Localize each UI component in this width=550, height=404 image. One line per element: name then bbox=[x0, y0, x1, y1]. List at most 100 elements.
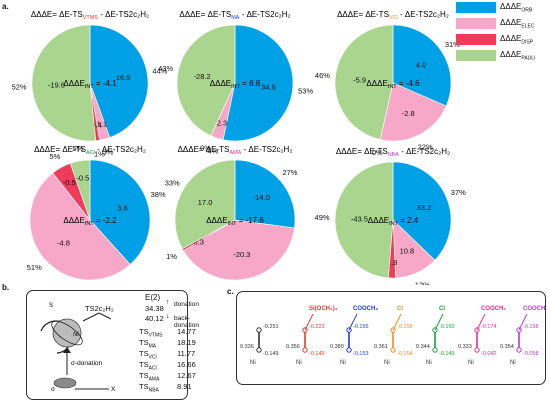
slice-value-label: 16.9 bbox=[116, 73, 131, 82]
slice-percent-label: 44% bbox=[152, 67, 167, 76]
slice-percent-label: 49% bbox=[315, 213, 330, 222]
slice-percent-label: 1% bbox=[166, 252, 177, 261]
ts-name-vtms: TS bbox=[139, 327, 149, 336]
slice-percent-label: 43% bbox=[158, 64, 173, 73]
slice-value-label: -0.3 bbox=[191, 237, 204, 246]
charge-structures: -0.251 0.336 -0.149 Ni Si(OCH₃)₃ -0.223 0.356 -… bbox=[240, 306, 548, 366]
legend-sub-elec: ELEC bbox=[521, 23, 535, 30]
legend-swatch-elec bbox=[456, 18, 496, 29]
charge-c2: -0.042 bbox=[481, 351, 497, 357]
ni-label: Ni bbox=[296, 360, 302, 366]
legend-sub-orb: ORB bbox=[521, 7, 533, 14]
slice-percent-label: 4% bbox=[207, 146, 218, 155]
charge-c2: -0.149 bbox=[439, 351, 455, 357]
pie-chart-ma: 34.8 53% 2.3 4%0% -28.2 43% ΔΔΔE= ΔE-TSMA - ΔE… bbox=[158, 10, 313, 155]
slice-value-label: 4.0 bbox=[416, 61, 426, 70]
carbon-atom-icon bbox=[516, 347, 522, 353]
charge-c2: -0.149 bbox=[263, 351, 279, 357]
legend-swatch-orb bbox=[456, 2, 496, 13]
pie-slice-orb bbox=[392, 24, 452, 107]
panel-b-box: S Ni σ-donation σ X E(2) TS2c₂H₂ 34.38 4… bbox=[26, 290, 199, 400]
slice-percent-label: 51% bbox=[27, 263, 42, 272]
sigma-label: σ bbox=[51, 386, 55, 393]
ts-sub-ama: AMA bbox=[148, 376, 160, 383]
back-donation-label: back-donation bbox=[174, 315, 199, 329]
panel-label-a: a. bbox=[2, 2, 9, 11]
carbon-atom-icon bbox=[432, 347, 438, 353]
substituent-label: COOCH₃ bbox=[481, 306, 506, 312]
slice-percent-label: 37% bbox=[451, 188, 466, 197]
charge-c2: -0.058 bbox=[523, 351, 539, 357]
slice-percent-label: 0% bbox=[200, 144, 211, 153]
slice-value-label: 33.2 bbox=[417, 203, 432, 212]
charge-c1: -0.251 bbox=[263, 324, 279, 330]
ts-row-ama: TSAMA 12.67 bbox=[139, 371, 196, 383]
slice-value-label: 3.6 bbox=[117, 203, 127, 212]
arrow-up-icon: ↑ bbox=[166, 299, 170, 306]
int-energy-label: ΔΔΔEINT = -2.2 bbox=[63, 216, 117, 227]
slice-percent-label: 1% bbox=[94, 149, 105, 158]
ni-label: Ni bbox=[73, 332, 79, 338]
carbon-atom-icon bbox=[474, 347, 480, 353]
substituent-label: Cl bbox=[439, 306, 445, 312]
ni-label: Ni bbox=[384, 360, 390, 366]
e2-header: E(2) bbox=[145, 293, 161, 302]
panel-label-c: c. bbox=[227, 287, 234, 296]
ts-name-nba: TS bbox=[139, 382, 149, 391]
substituent-bond bbox=[476, 313, 486, 331]
ts-row-acl: TSACl 16.66 bbox=[139, 360, 196, 372]
slice-value-label: 34.8 bbox=[261, 82, 276, 91]
legend-label-orb: ΔΔΔE bbox=[500, 2, 522, 11]
substituent-label: Cl bbox=[397, 306, 403, 312]
ts-name-acl: TS bbox=[139, 360, 149, 369]
ni-label: Ni bbox=[250, 360, 256, 366]
legend-sub-disp: DISP bbox=[521, 39, 534, 46]
pie-slice-pauli bbox=[334, 161, 394, 279]
legend-sub-pauli: PAULI bbox=[521, 55, 536, 62]
pie-title: ΔΔΔE= ΔE-TSAMA - ΔE-TS2c₂H₂ bbox=[178, 145, 293, 156]
carbon-atom-icon bbox=[390, 347, 396, 353]
pie-slice-orb bbox=[222, 24, 294, 142]
carbon-atom-icon bbox=[346, 347, 352, 353]
charge-c2: -0.154 bbox=[397, 351, 413, 357]
ni-label: Ni bbox=[426, 360, 432, 366]
molecule-1: -0.251 0.336 -0.149 Ni bbox=[240, 324, 279, 366]
slice-percent-label: 0% bbox=[372, 148, 383, 157]
slice-percent-label: 22% bbox=[418, 142, 433, 151]
pie-title: ΔΔΔE= ΔE-TSVTMS - ΔE-TS2c₂H₂ bbox=[31, 10, 149, 21]
pie-chart-ama: -14.027%-20.339%-0.31%17.033%ΔΔΔE= ΔE-TS… bbox=[165, 145, 298, 281]
panel-label-b: b. bbox=[2, 283, 10, 292]
energy-decomposition-pie-charts: 16.9 44% -1.1 3% -0.4 1% -19.6 52% ΔΔΔE= ΔE-TSVT… bbox=[12, 10, 467, 285]
sigma-orbital-icon bbox=[53, 377, 77, 389]
ts-row-nba: TSNBA 8.91 bbox=[139, 382, 192, 394]
ts-sub-ma: MA bbox=[148, 343, 157, 350]
substituent-bond bbox=[518, 313, 528, 331]
pie-title: ΔΔΔE= ΔE-TSNBA - ΔE-TS2c₂H₂ bbox=[336, 147, 450, 158]
charge-c2: -0.149 bbox=[309, 351, 325, 357]
donation-label: donation bbox=[174, 301, 199, 308]
substituent-label: Si(OCH₃)₃ bbox=[309, 306, 338, 312]
slice-percent-label: 53% bbox=[298, 86, 313, 95]
vinyl-bond bbox=[82, 312, 100, 322]
legend-swatch-pauli bbox=[456, 50, 496, 61]
charge-ni: 0.344 bbox=[416, 344, 430, 350]
pie-chart-vcl: 4.0 31% -2.8 22% 0% -5.9 46% ΔΔΔE= ΔE-TSVCl - Δ… bbox=[315, 10, 460, 157]
slice-value-label: -5.9 bbox=[353, 75, 366, 84]
charge-ni: 0.354 bbox=[500, 344, 514, 350]
substituent-bond bbox=[434, 313, 444, 331]
legend-label-elec: ΔΔΔE bbox=[500, 18, 522, 27]
slice-value-label: -20.3 bbox=[233, 250, 250, 259]
slice-value-label: 1.8 bbox=[387, 258, 397, 267]
molecule-6: COOCH₃ -0.174 0.333 -0.042 Ni bbox=[458, 306, 506, 366]
molecule-7: COOCH₃ -0.158 0.354 -0.058 Ni bbox=[500, 306, 548, 366]
charge-ni: 0.361 bbox=[374, 344, 388, 350]
ni-label: Ni bbox=[340, 360, 346, 366]
legend-label-disp: ΔΔΔE bbox=[500, 34, 522, 43]
pie-slice-pauli bbox=[31, 24, 97, 142]
slice-percent-label: 3% bbox=[103, 148, 114, 157]
arrow-head-icon bbox=[63, 347, 71, 353]
slice-value-label: -0.5 bbox=[76, 173, 89, 182]
substituent-bond bbox=[304, 313, 314, 331]
ts-value-ama: 12.67 bbox=[177, 371, 196, 380]
charge-ni: 0.336 bbox=[240, 344, 254, 350]
